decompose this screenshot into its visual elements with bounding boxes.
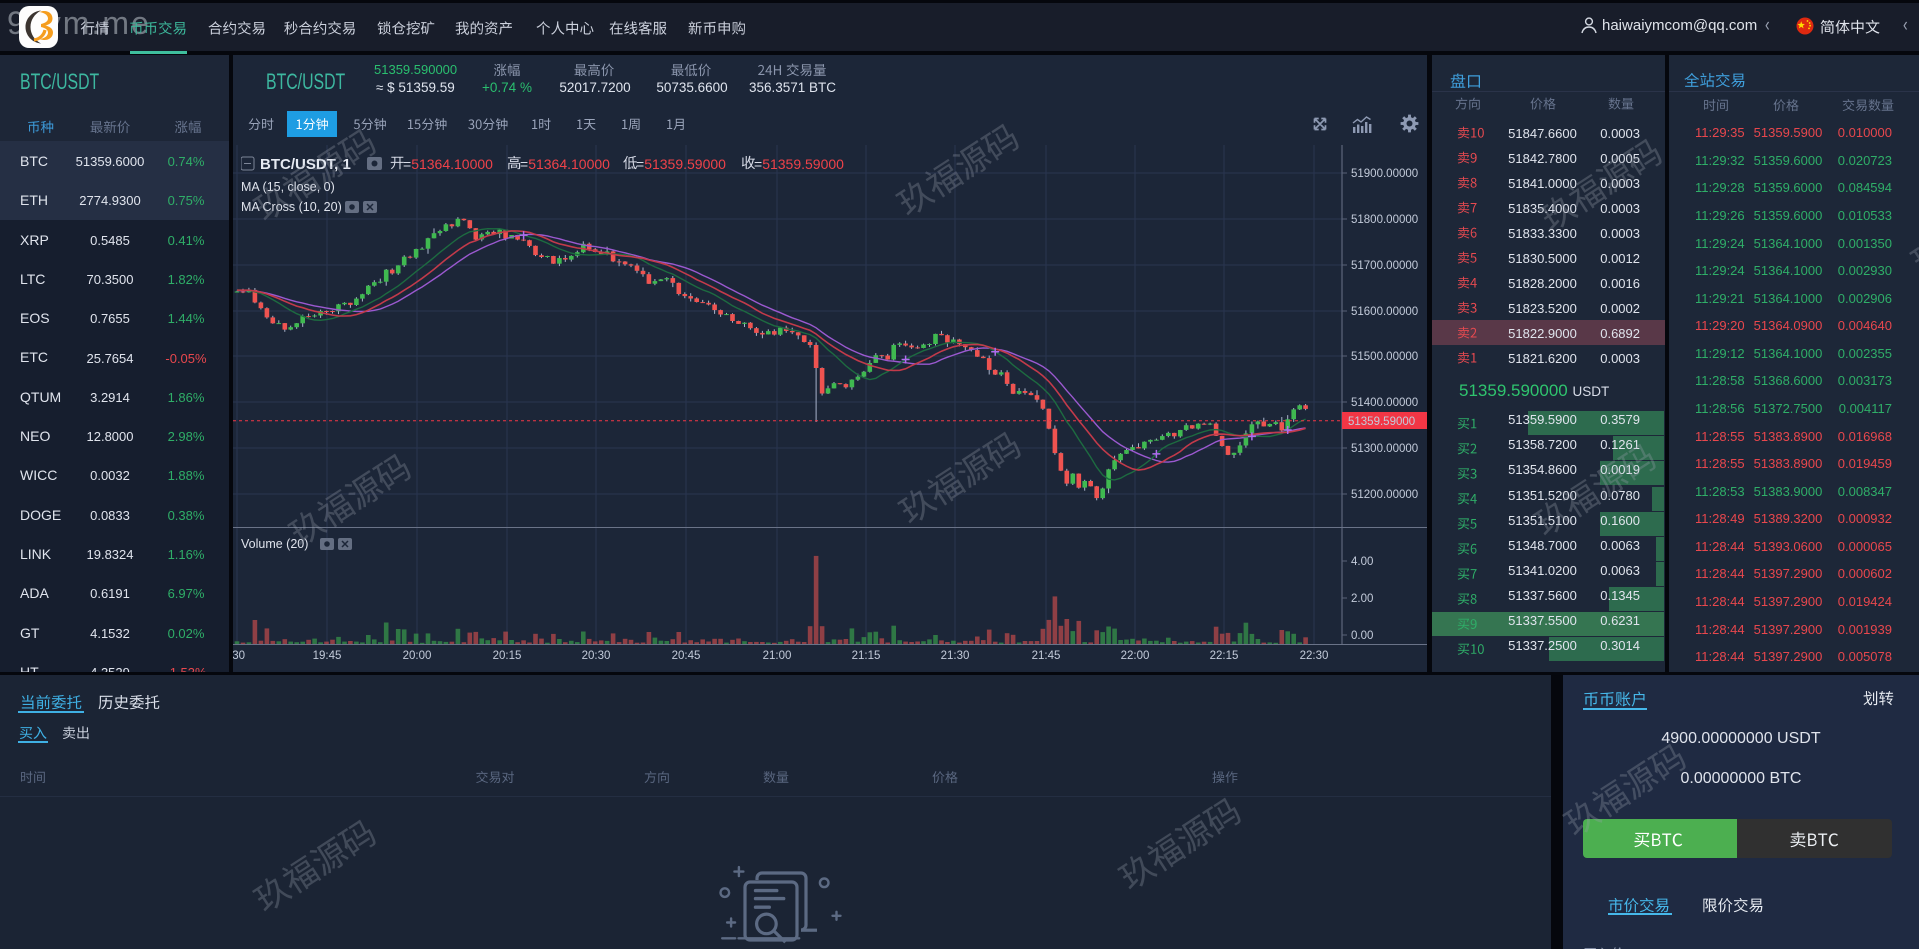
svg-text:51600.00000: 51600.00000 xyxy=(1351,306,1418,318)
svg-text:MA Cross (10, 20): MA Cross (10, 20) xyxy=(241,200,342,214)
svg-text:20:45: 20:45 xyxy=(672,650,701,662)
svg-text:20:30: 20:30 xyxy=(582,650,611,662)
svg-text:MA (15, close, 0): MA (15, close, 0) xyxy=(241,180,335,194)
svg-text:BTC/USDT, 1: BTC/USDT, 1 xyxy=(260,156,351,173)
svg-text:0.00: 0.00 xyxy=(1351,630,1373,642)
svg-text:51700.00000: 51700.00000 xyxy=(1351,260,1418,272)
svg-text:22:15: 22:15 xyxy=(1210,650,1239,662)
svg-text:4.00: 4.00 xyxy=(1351,556,1373,568)
svg-text:51900.00000: 51900.00000 xyxy=(1351,168,1418,180)
svg-text:21:30: 21:30 xyxy=(941,650,970,662)
svg-text:19:45: 19:45 xyxy=(313,650,342,662)
svg-text:Volume (20): Volume (20) xyxy=(241,537,308,551)
svg-text:21:45: 21:45 xyxy=(1032,650,1061,662)
svg-text:20:00: 20:00 xyxy=(403,650,432,662)
svg-text:51500.00000: 51500.00000 xyxy=(1351,351,1418,363)
svg-text::30: :30 xyxy=(233,650,245,662)
svg-text:20:15: 20:15 xyxy=(493,650,522,662)
svg-text:21:15: 21:15 xyxy=(852,650,881,662)
svg-text:21:00: 21:00 xyxy=(763,650,792,662)
svg-text:2.00: 2.00 xyxy=(1351,593,1373,605)
svg-text:51400.00000: 51400.00000 xyxy=(1351,397,1418,409)
svg-text:51359.59000: 51359.59000 xyxy=(1348,416,1415,428)
svg-text:22:30: 22:30 xyxy=(1300,650,1329,662)
svg-text:22:00: 22:00 xyxy=(1121,650,1150,662)
svg-text:51200.00000: 51200.00000 xyxy=(1351,489,1418,501)
svg-text:51800.00000: 51800.00000 xyxy=(1351,214,1418,226)
svg-text:51300.00000: 51300.00000 xyxy=(1351,443,1418,455)
